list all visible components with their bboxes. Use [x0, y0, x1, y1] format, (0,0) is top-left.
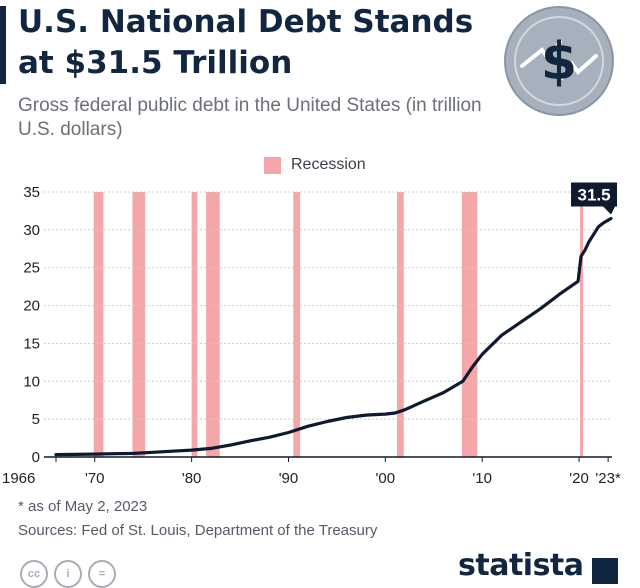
y-tick-label-15: 15: [23, 335, 40, 352]
footnote: * as of May 2, 2023: [18, 498, 148, 515]
recession-band-1: [132, 192, 146, 457]
x-tick-label-1970: '70: [85, 470, 105, 487]
y-axis-ticks: 0 5 10 15 20 25 30 35: [23, 184, 40, 466]
dollar-sign-circle-icon: $: [504, 6, 614, 116]
x-tick-label-2000: '00: [376, 470, 396, 487]
debt-line: [54, 216, 613, 457]
gridlines: [44, 191, 612, 458]
license-icons: cc i =: [20, 560, 116, 588]
y-tick-label-25: 25: [23, 260, 40, 277]
recession-bands: [93, 192, 584, 457]
debt-series: [54, 216, 613, 457]
debt-line-chart: 0 5 10 15 20 25 30 35 1966 '70 '80 '90 '00 '10 '20 '23…: [2, 182, 621, 487]
x-tick-label-1966: 1966: [2, 470, 35, 487]
chart-title: U.S. National Debt Stands at $31.5 Trill…: [18, 4, 474, 81]
svg-text:$: $: [541, 32, 577, 92]
end-value-box: [571, 182, 618, 207]
recession-band-4: [293, 192, 301, 457]
y-tick-label-35: 35: [23, 184, 40, 201]
nd-icon[interactable]: =: [88, 560, 116, 588]
recession-band-2: [191, 192, 198, 457]
x-tick-label-2010: '10: [472, 470, 492, 487]
y-tick-label-5: 5: [32, 411, 40, 428]
x-tick-label-1990: '90: [279, 470, 299, 487]
legend-recession-label: Recession: [291, 156, 366, 173]
recession-band-0: [93, 192, 104, 457]
recession-band-3: [206, 192, 220, 457]
legend: Recession: [264, 156, 366, 174]
chart-subtitle: Gross federal public debt in the United …: [18, 95, 482, 140]
y-tick-label-10: 10: [23, 373, 40, 390]
end-value-pointer: [603, 206, 616, 215]
recession-band-7: [580, 192, 584, 457]
y-tick-label-20: 20: [23, 298, 40, 315]
legend-recession-swatch: [264, 156, 281, 174]
source-note: Sources: Fed of St. Louis, Department of…: [18, 522, 378, 539]
x-tick-label-2020: '20: [569, 470, 589, 487]
x-tick-label-2023: '23*: [595, 470, 621, 487]
title-accent-bar: [0, 6, 6, 84]
recession-band-6: [461, 192, 478, 457]
brand-logo[interactable]: statista: [458, 548, 584, 583]
end-value-label: 31.5: [577, 186, 610, 205]
end-value-callout: 31.5: [571, 182, 618, 215]
x-tick-label-1980: '80: [182, 470, 202, 487]
x-axis-ticks: 1966 '70 '80 '90 '00 '10 '20 '23*: [2, 457, 621, 487]
y-tick-label-30: 30: [23, 222, 40, 239]
brand-mark-icon: [592, 558, 618, 584]
cc-icon[interactable]: cc: [20, 560, 48, 588]
y-tick-label-0: 0: [32, 449, 40, 466]
recession-band-5: [396, 192, 404, 457]
by-icon[interactable]: i: [54, 560, 82, 588]
